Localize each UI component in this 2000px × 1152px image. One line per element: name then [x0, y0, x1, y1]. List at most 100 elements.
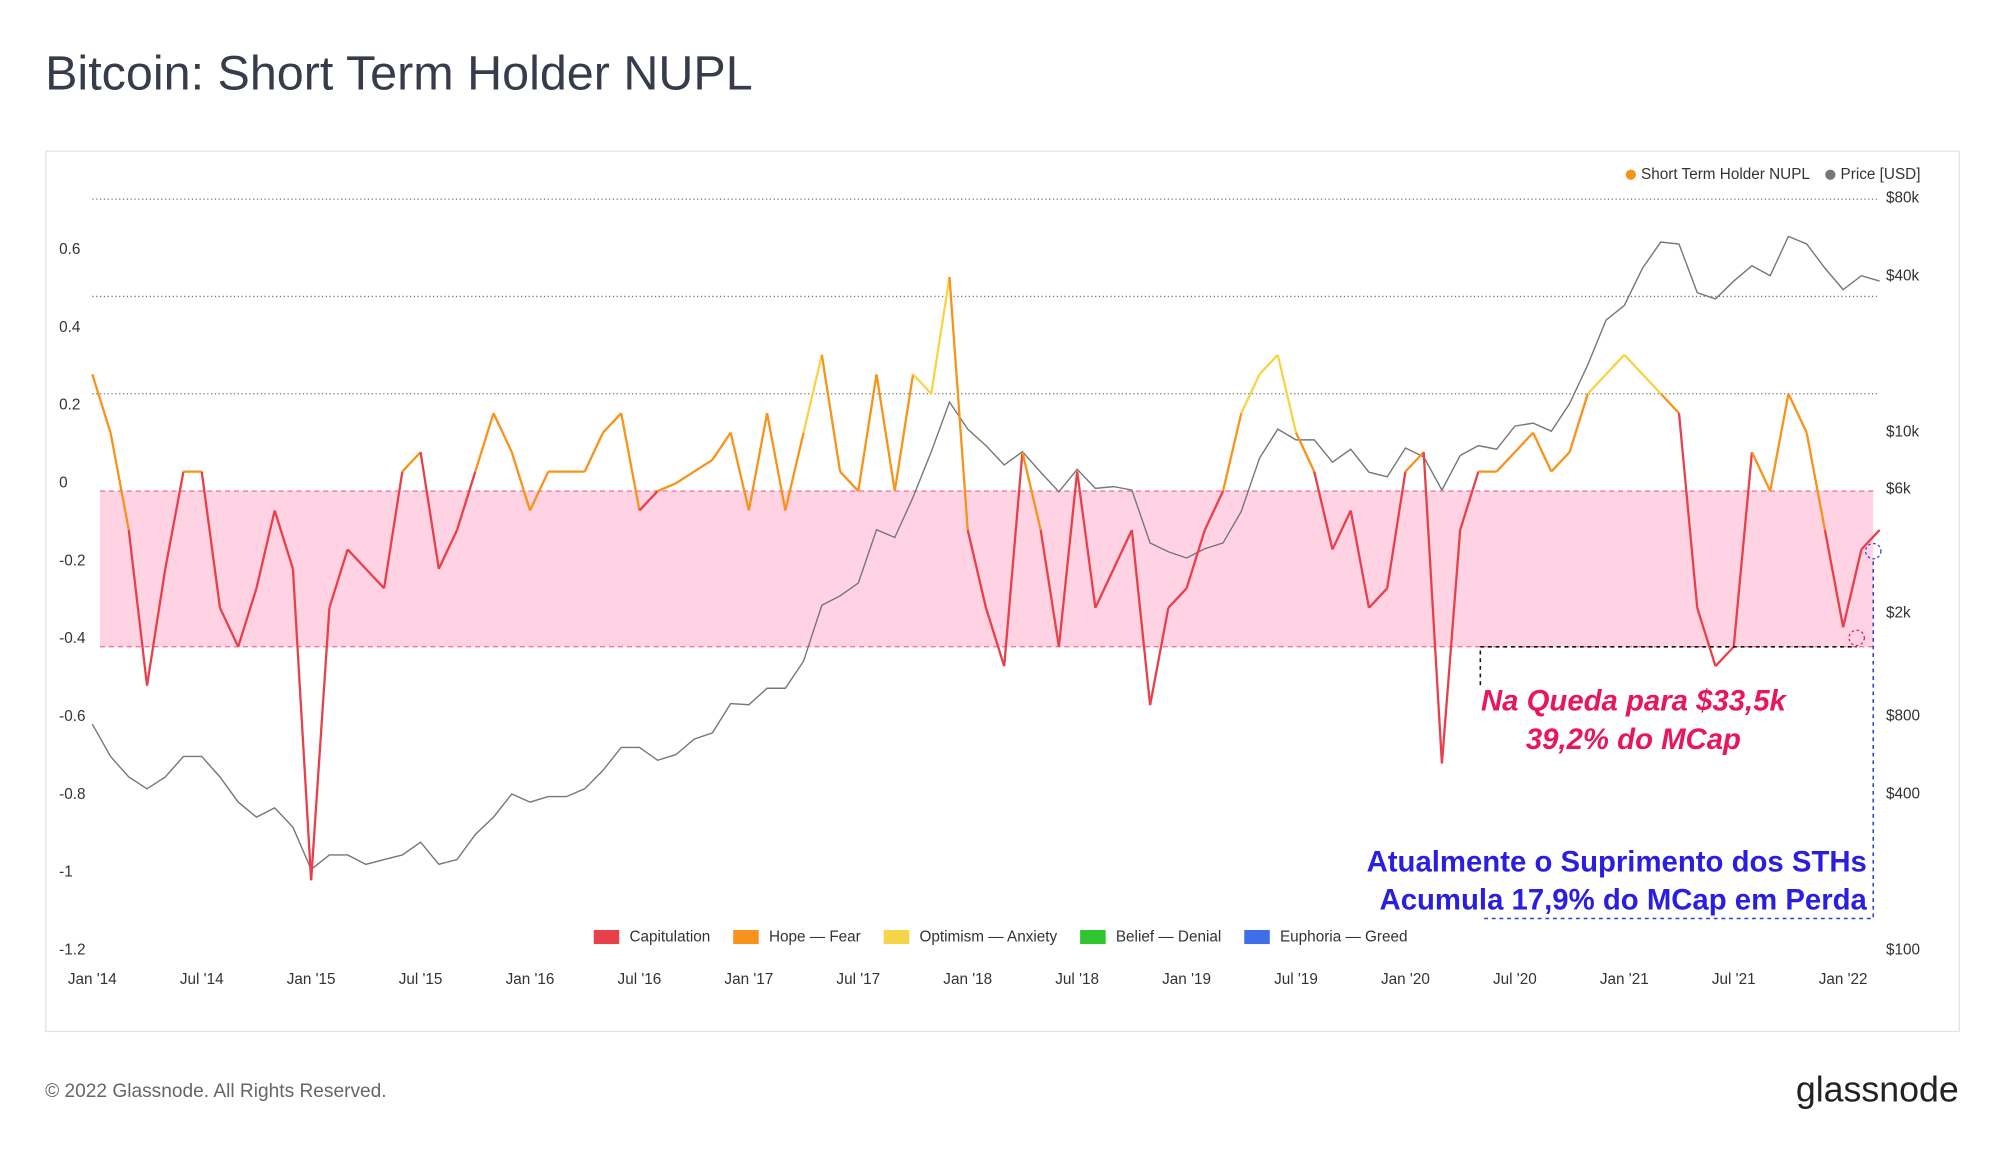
y2-tick-label: $400 [1886, 785, 1920, 802]
y-tick-label: -0.8 [59, 786, 85, 803]
y-tick-label: 0 [59, 474, 68, 491]
line-segment [310, 607, 331, 881]
line-segment [200, 471, 222, 608]
plot: 0.6 0.4 0.2 0 -0.2 -0.4 -0.6 -0.8 -1 -1.2 $80k $40k… [59, 166, 1920, 988]
legend-label: Short Term Holder NUPL [1641, 166, 1810, 183]
y2-tick-label: $40k [1886, 267, 1920, 284]
line-segment [437, 529, 459, 570]
line-segment [401, 451, 422, 473]
line-segment [455, 471, 477, 531]
line-segment [583, 432, 605, 473]
line-segment [1769, 393, 1790, 492]
line-segment [984, 607, 1006, 667]
y-tick-label: 0.6 [59, 241, 80, 258]
annotation-marker [1864, 542, 1882, 560]
legend-label: Price [USD] [1841, 166, 1921, 183]
line-segment [747, 412, 769, 511]
line-segment [1039, 529, 1061, 647]
line-segment [1860, 529, 1881, 551]
line-segment [893, 374, 915, 492]
line-segment [1331, 510, 1352, 550]
line-segment [1185, 529, 1206, 589]
legend-item: Optimism — Anxiety [883, 929, 1058, 946]
line-segment [839, 470, 860, 492]
line-segment [237, 588, 258, 648]
legend-label: Belief — Denial [1116, 929, 1221, 946]
annotation-marker [1848, 629, 1865, 647]
line-segment [1787, 393, 1808, 434]
legend-label: Optimism — Anxiety [919, 929, 1057, 946]
line-segment [1605, 354, 1626, 376]
line-segment [784, 432, 805, 511]
line-segment [638, 490, 659, 512]
line-segment [365, 568, 385, 590]
annotation: 39,2% do MCap [1526, 723, 1741, 756]
line-segment [1258, 354, 1279, 376]
legend-swatch [1080, 930, 1106, 945]
line-segment [1404, 451, 1425, 473]
line-segment [1677, 413, 1699, 608]
line-segment [1422, 452, 1444, 764]
line-segment [1586, 373, 1607, 395]
chart-frame [45, 150, 1960, 1033]
line-segment [711, 432, 732, 461]
line-segment [1294, 432, 1316, 473]
legend-item: Euphoria — Greed [1244, 929, 1408, 946]
x-tick-label: Jan '18 [943, 971, 992, 988]
y-tick-label: -0.4 [59, 630, 86, 647]
x-tick-label: Jul '17 [836, 971, 880, 988]
y2-tick-label: $6k [1886, 481, 1911, 498]
line-segment [1514, 431, 1534, 453]
chart-title: Bitcoin: Short Term Holder NUPL [45, 46, 753, 100]
y-tick-label: 0.4 [59, 319, 81, 336]
annotation: Atualmente o Suprimento dos STHs [1367, 845, 1867, 878]
line-segment [127, 529, 149, 686]
line-segment [1240, 373, 1261, 414]
line-segment [1349, 510, 1371, 609]
line-segment [912, 373, 933, 395]
y2-tick-label: $2k [1886, 604, 1911, 621]
line-segment [419, 451, 440, 570]
line-segment [1221, 412, 1243, 492]
annotation: Acumula 17,9% do MCap em Perda [1380, 884, 1868, 917]
line-segment [218, 607, 240, 648]
line-segment [930, 276, 951, 394]
line-segment [1112, 529, 1133, 570]
line-segment [820, 354, 842, 472]
line-segment [273, 510, 295, 570]
x-tick-label: Jul '15 [399, 971, 443, 988]
line-segment [729, 432, 750, 511]
line-segment [857, 374, 878, 492]
line-segment [1276, 354, 1298, 433]
line-segment [1641, 373, 1662, 395]
x-tick-label: Jan '15 [287, 971, 336, 988]
legend-swatch [883, 930, 910, 945]
line-segment [1805, 432, 1827, 531]
line-segment [1021, 451, 1042, 531]
line-segment [802, 354, 823, 433]
line-segment [1532, 432, 1553, 473]
y2-tick-label: $10k [1886, 423, 1920, 440]
x-tick-label: Jan '14 [68, 971, 117, 988]
line-segment [1750, 451, 1772, 492]
line-segment [291, 568, 313, 881]
line-segment [1823, 529, 1845, 628]
line-segment [1440, 529, 1462, 764]
line-segment [657, 482, 677, 493]
line-segment [765, 412, 787, 511]
footer: © 2022 Glassnode. All Rights Reserved. [45, 1081, 387, 1102]
x-tick-label: Jan '16 [506, 971, 555, 988]
line-segment [109, 432, 130, 531]
legend-label: Euphoria — Greed [1280, 929, 1408, 946]
x-tick-label: Jul '20 [1493, 971, 1537, 988]
x-tick-label: Jul '19 [1274, 971, 1318, 988]
line-segment [1130, 529, 1152, 706]
legend-item: Capitulation [593, 929, 710, 946]
line-segment [1732, 452, 1754, 647]
price-line [91, 235, 1880, 871]
line-segment [1203, 490, 1225, 531]
x-tick-label: Jul '21 [1712, 971, 1756, 988]
x-tick-label: Jul '16 [618, 971, 662, 988]
line-segment [1495, 451, 1516, 473]
